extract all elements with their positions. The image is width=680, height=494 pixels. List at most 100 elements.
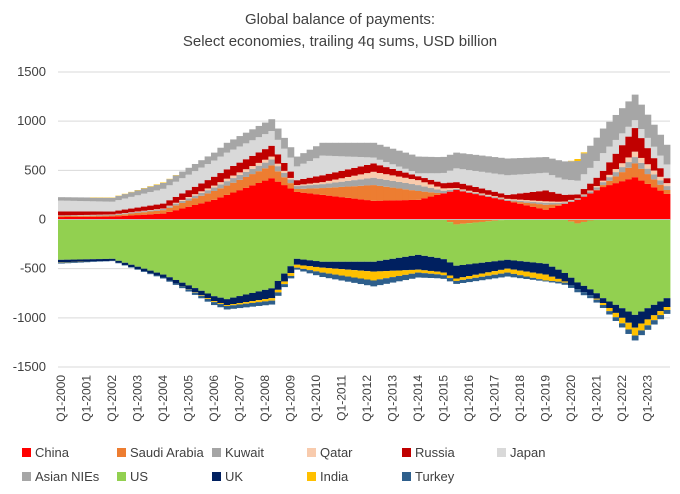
bar-segment-asian-nies [395, 150, 403, 167]
bar-segment-kuwait [89, 215, 97, 216]
bar-segment-japan [306, 160, 314, 178]
bar-segment-qatar [599, 180, 607, 183]
bar-segment-japan [383, 162, 390, 168]
bar-segment-saudi-arabia [421, 191, 429, 199]
bar-segment-saudi-arabia [402, 189, 410, 201]
y-axis: -1500 -1000 -500 0 500 1000 1500 [13, 64, 46, 374]
bar-segment-japan [453, 168, 461, 183]
bar-segment-us [466, 223, 473, 265]
bar-segment-japan [497, 174, 505, 194]
legend-label: Russia [415, 444, 455, 460]
bar-segment-qatar [472, 192, 480, 194]
bar-segment-russia [287, 171, 295, 178]
bar-segment-qatar [313, 182, 320, 185]
bar-segment-kuwait [376, 178, 384, 186]
bar-segment-turkey [293, 267, 301, 270]
bar-segment-india [408, 269, 416, 274]
bar-segment-uk [612, 304, 620, 313]
bar-segment-china [160, 213, 167, 220]
bar-segment-turkey [332, 274, 339, 280]
bar-segment-russia [383, 167, 390, 175]
bar-segment-us [529, 219, 537, 263]
bar-segment-saudi-arabia [663, 190, 671, 194]
bar-segment-turkey [160, 277, 167, 279]
bar-segment-saudi-arabia [357, 185, 365, 200]
bar-segment-india [255, 300, 263, 303]
legend-item-china: China [22, 445, 117, 460]
bar-segment-asian-nies [262, 122, 269, 135]
bar-segment-us [440, 219, 448, 260]
bar-segment-saudi-arabia [293, 189, 301, 192]
bar-segment-turkey [485, 275, 492, 280]
bar-segment-china [383, 200, 390, 220]
bar-segment-kuwait [593, 187, 601, 190]
bar-segment-turkey [497, 273, 505, 278]
y-tick-label: 500 [24, 162, 46, 177]
bar-segment-qatar [650, 170, 658, 175]
bar-segment-kuwait [223, 181, 231, 186]
bar-segment-turkey [370, 280, 378, 287]
bar-segment-us [109, 219, 116, 259]
bar-segment-us [606, 219, 614, 302]
bar-segment-japan [568, 180, 575, 195]
bar-segment-japan [523, 174, 531, 193]
bar-segment-japan [459, 169, 467, 184]
bar-segment-asian-nies [58, 197, 65, 201]
bar-segment-saudi-arabia [485, 219, 492, 222]
bar-segment-japan [344, 156, 352, 170]
bar-segment-saudi-arabia [612, 176, 620, 184]
bar-segment-turkey [134, 269, 142, 270]
bar-segment-kuwait [274, 166, 282, 172]
bar-segment-us [89, 219, 97, 260]
bar-segment-china [204, 201, 212, 220]
bar-segment-saudi-arabia [548, 204, 556, 208]
bar-segment-us [491, 220, 499, 262]
bar-segment-asian-nies [453, 152, 461, 169]
bar-segment-japan [357, 157, 365, 167]
bar-segment-uk [466, 264, 473, 277]
bar-segment-kuwait [211, 187, 218, 191]
bar-segment-turkey [574, 289, 582, 293]
bar-segment-turkey [580, 292, 588, 296]
x-tick-label: Q1-2006 [207, 375, 221, 422]
bar-segment-china [140, 214, 148, 220]
bar-segment-asian-nies [268, 119, 276, 131]
bar-segment-us [147, 219, 155, 271]
bar-segment-kuwait [172, 203, 180, 206]
bar-segment-japan [504, 175, 512, 195]
bar-segment-saudi-arabia [89, 215, 97, 217]
bar-segment-asian-nies [223, 142, 231, 153]
bar-segment-kuwait [619, 167, 626, 173]
bar-segment-us [542, 219, 550, 264]
bar-segment-asian-nies [217, 147, 225, 157]
bar-segment-saudi-arabia [529, 203, 537, 207]
bar-segment-qatar [593, 186, 601, 188]
bar-segment-india [223, 305, 231, 307]
bar-segment-russia [504, 194, 512, 199]
bar-segment-uk [657, 301, 665, 312]
bar-segment-turkey [612, 317, 620, 321]
bar-segment-saudi-arabia [236, 179, 244, 191]
bar-segment-uk [402, 256, 410, 271]
bar-segment-china [427, 196, 435, 220]
bar-segment-china [351, 198, 359, 220]
bar-segment-turkey [287, 275, 295, 279]
x-tick-label: Q1-2016 [462, 375, 476, 422]
bar-segment-qatar [625, 157, 633, 163]
bar-segment-japan [223, 152, 231, 170]
bar-segment-us [179, 219, 186, 283]
bar-segment-asian-nies [536, 157, 543, 174]
bar-segment-uk [325, 261, 333, 269]
bar-segment-turkey [64, 262, 72, 264]
bar-segment-india [402, 270, 410, 275]
bar-segment-turkey [555, 281, 563, 284]
bar-segment-saudi-arabia [281, 177, 288, 186]
bar-segment-us [593, 219, 601, 294]
bar-segment-china [523, 205, 531, 220]
bar-segment-saudi-arabia [453, 219, 461, 225]
bar-segment-kuwait [255, 165, 263, 172]
y-tick-label: -500 [20, 261, 46, 276]
bar-segment-uk [332, 261, 339, 269]
bar-segment-qatar [306, 183, 314, 186]
bar-segment-russia [109, 211, 116, 215]
